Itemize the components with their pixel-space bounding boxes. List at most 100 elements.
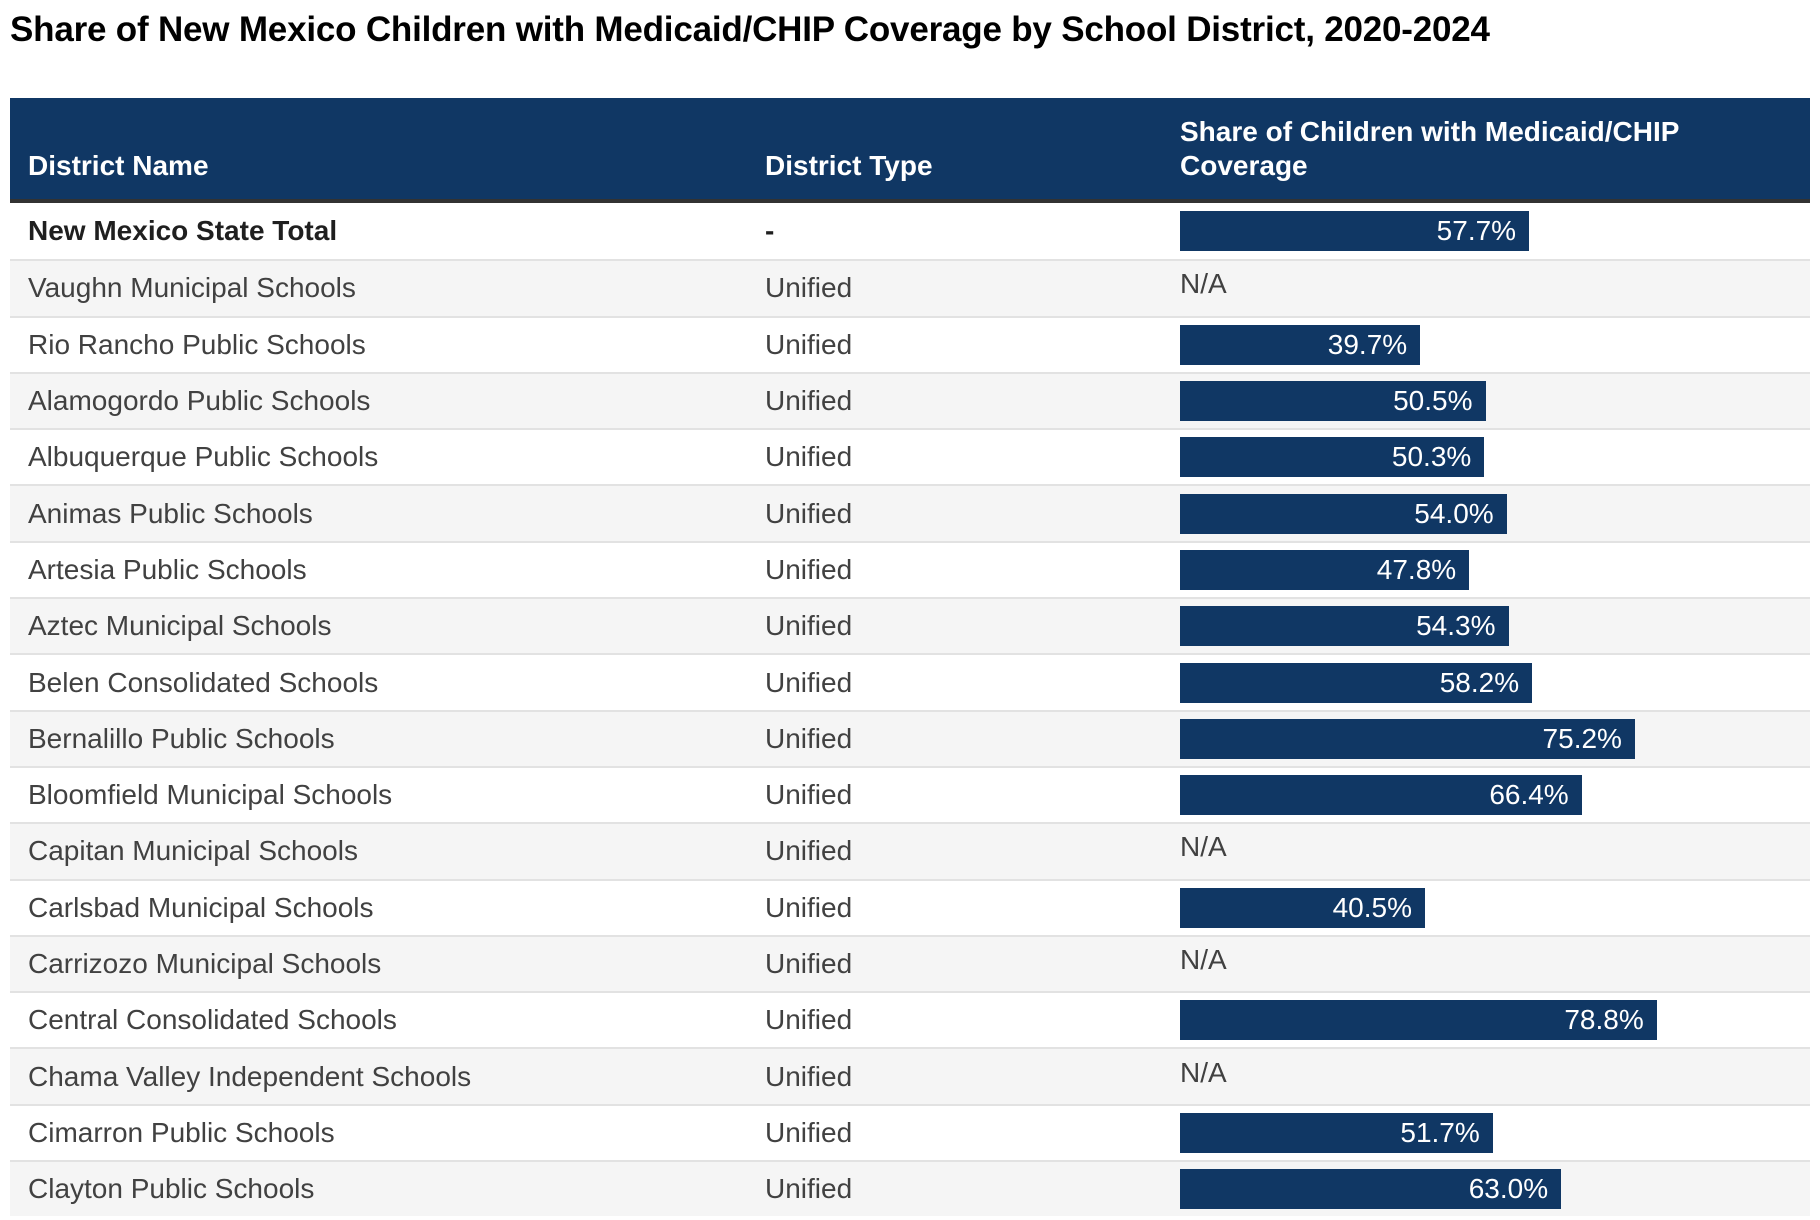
coverage-bar-value-label: 47.8% [1376, 553, 1457, 585]
district-type-cell: Unified [765, 385, 853, 417]
district-type-cell: Unified [765, 497, 853, 529]
coverage-bar-value-label: 50.3% [1391, 441, 1472, 473]
table-row: Chama Valley Independent Schools Unified… [10, 1047, 1810, 1104]
share-cell: 66.4% [1170, 775, 1810, 816]
table-row: Artesia Public Schools Unified 47.8% [10, 540, 1810, 598]
district-type-cell: Unified [765, 441, 853, 473]
district-name-cell: Clayton Public Schools [28, 1173, 315, 1205]
bar-track: N/A [1180, 944, 1785, 984]
bar-track: N/A [1180, 831, 1785, 871]
coverage-bar-value-label: 57.7% [1436, 215, 1517, 247]
na-label: N/A [1180, 831, 1227, 863]
bar-track: 63.0% [1180, 1169, 1785, 1210]
district-type-cell: Unified [765, 1116, 853, 1148]
table-row: Rio Rancho Public Schools Unified 39.7% [10, 315, 1810, 372]
na-label: N/A [1180, 1056, 1227, 1088]
district-name-cell: Bernalillo Public Schools [28, 722, 335, 754]
district-name-cell: Rio Rancho Public Schools [28, 328, 366, 360]
bar-track: 78.8% [1180, 1000, 1785, 1041]
district-type-cell: Unified [765, 272, 853, 304]
table-row: Belen Consolidated Schools Unified 58.2% [10, 653, 1810, 710]
bar-track: 39.7% [1180, 324, 1785, 365]
coverage-bar-value-label: 50.5% [1393, 385, 1473, 417]
table-row: Capitan Municipal Schools Unified N/A [10, 822, 1810, 879]
coverage-bar: 57.7% [1180, 211, 1530, 252]
district-type-cell: Unified [765, 835, 853, 867]
share-cell: 50.3% [1170, 437, 1810, 478]
coverage-bar: 58.2% [1180, 662, 1533, 703]
coverage-bar: 54.0% [1180, 493, 1507, 534]
coverage-bar: 47.8% [1180, 549, 1470, 590]
bar-track: 57.7% [1180, 211, 1785, 252]
district-type-cell: Unified [765, 666, 853, 698]
coverage-bar: 75.2% [1180, 718, 1635, 759]
district-name-cell: Vaughn Municipal Schools [28, 272, 356, 304]
bar-track: 50.3% [1180, 437, 1785, 478]
table-row: Carrizozo Municipal Schools Unified N/A [10, 934, 1810, 992]
district-type-cell: Unified [765, 722, 853, 754]
district-type-cell: Unified [765, 1004, 853, 1036]
bar-track: 50.5% [1180, 381, 1785, 422]
column-header-share-label: Share of Children with Medicaid/CHIP Cov… [1180, 116, 1679, 181]
column-header-district-name-label: District Name [28, 150, 209, 181]
coverage-bar: 50.3% [1180, 437, 1485, 478]
district-type-cell: Unified [765, 610, 853, 642]
na-label: N/A [1180, 944, 1227, 975]
share-cell: 51.7% [1170, 1112, 1810, 1153]
district-type-cell: Unified [765, 553, 853, 585]
district-name-cell: Alamogordo Public Schools [28, 385, 371, 417]
district-type-cell: Unified [765, 1173, 853, 1205]
bar-track: 54.3% [1180, 606, 1785, 647]
table-row: Bernalillo Public Schools Unified 75.2% [10, 709, 1810, 766]
bar-track: 75.2% [1180, 718, 1785, 759]
bar-track: 66.4% [1180, 775, 1785, 816]
share-cell: N/A [1170, 831, 1810, 871]
table-row: New Mexico State Total - 57.7% [10, 203, 1810, 260]
district-name-cell: Artesia Public Schools [28, 553, 307, 585]
bar-track: 47.8% [1180, 549, 1785, 590]
coverage-bar: 78.8% [1180, 1000, 1657, 1041]
table-row: Alamogordo Public Schools Unified 50.5% [10, 371, 1810, 429]
share-cell: 57.7% [1170, 211, 1810, 252]
district-type-cell: Unified [765, 891, 853, 923]
share-cell: 63.0% [1170, 1169, 1810, 1210]
coverage-bar-value-label: 54.0% [1414, 497, 1494, 529]
coverage-bar: 40.5% [1180, 887, 1426, 928]
district-name-cell: Carlsbad Municipal Schools [28, 891, 374, 923]
coverage-bar-value-label: 39.7% [1327, 328, 1408, 360]
share-cell: 78.8% [1170, 1000, 1810, 1041]
share-cell: 58.2% [1170, 662, 1810, 703]
district-type-cell: - [765, 215, 775, 247]
bar-track: 58.2% [1180, 662, 1785, 703]
district-name-cell: Albuquerque Public Schools [28, 441, 379, 473]
table-row: Vaughn Municipal Schools Unified N/A [10, 259, 1810, 316]
district-type-cell: Unified [765, 779, 853, 811]
district-name-cell: Bloomfield Municipal Schools [28, 779, 393, 811]
na-label: N/A [1180, 268, 1227, 300]
district-name-cell: Chama Valley Independent Schools [28, 1060, 472, 1092]
table-row: Animas Public Schools Unified 54.0% [10, 484, 1810, 541]
share-cell: 75.2% [1170, 718, 1810, 759]
coverage-bar-value-label: 75.2% [1542, 722, 1622, 754]
coverage-table: District Name District Type Share of Chi… [10, 98, 1810, 1217]
table-row: Carlsbad Municipal Schools Unified 40.5% [10, 878, 1810, 935]
table-row: Cimarron Public Schools Unified 51.7% [10, 1103, 1810, 1161]
share-cell: N/A [1170, 268, 1810, 308]
share-cell: 47.8% [1170, 549, 1810, 590]
bar-track: N/A [1180, 1057, 1785, 1097]
table-row: Bloomfield Municipal Schools Unified 66.… [10, 765, 1810, 823]
coverage-bar-value-label: 78.8% [1564, 1004, 1644, 1036]
bar-track: 54.0% [1180, 493, 1785, 534]
table-row: Aztec Municipal Schools Unified 54.3% [10, 597, 1810, 654]
district-name-cell: Belen Consolidated Schools [28, 666, 379, 698]
district-name-cell: Animas Public Schools [28, 497, 313, 529]
coverage-bar: 54.3% [1180, 606, 1509, 647]
table-header-row: District Name District Type Share of Chi… [10, 98, 1810, 203]
table-row: Clayton Public Schools Unified 63.0% [10, 1160, 1810, 1217]
coverage-bar: 66.4% [1180, 775, 1582, 816]
bar-track: N/A [1180, 268, 1785, 308]
district-name-cell: New Mexico State Total [28, 215, 338, 247]
district-type-cell: Unified [765, 1060, 853, 1092]
column-header-district-type: District Type [755, 98, 1170, 199]
